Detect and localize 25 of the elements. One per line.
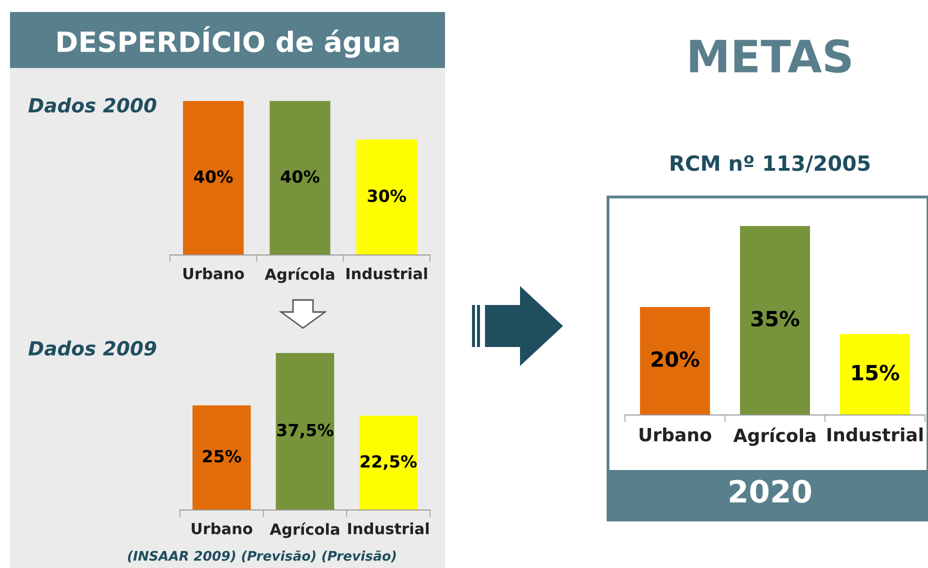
text: (INSAAR 2009) (Previsão) (Previsão) (128, 550, 396, 562)
chart-title: Dados 2009 (28, 340, 156, 356)
data-label: 37,5% (277, 424, 334, 438)
x-tick-label: Industrial (828, 428, 923, 442)
x-tick-label: Agrícola (264, 268, 334, 284)
data-label: 20% (652, 351, 700, 368)
x-axis-title: 2020 (730, 480, 812, 503)
chart-title: DESPERDÍCIO de água (58, 26, 399, 58)
data-label: 40% (280, 170, 320, 183)
data-label: 15% (852, 364, 900, 381)
data-label: 30% (368, 189, 406, 202)
data-label: 35% (751, 310, 800, 327)
chart-title: METAS (690, 39, 851, 73)
chart-subtitle: RCM nº 113/2005 (670, 155, 870, 173)
x-tick-label: Urbano (183, 268, 244, 280)
x-tick-label: Urbano (192, 522, 252, 534)
chart-subtitle: Dados 2000 (28, 98, 156, 113)
x-tick-label: Industrial (346, 268, 427, 280)
data-label: 40% (194, 170, 233, 183)
x-tick-label: Industrial (348, 522, 429, 534)
x-tick-label: Agrícola (733, 428, 816, 446)
data-label: 22,5% (360, 455, 417, 470)
x-tick-label: Agrícola (270, 522, 340, 538)
x-tick-label: Urbano (640, 428, 712, 442)
data-label: 25% (203, 450, 242, 463)
